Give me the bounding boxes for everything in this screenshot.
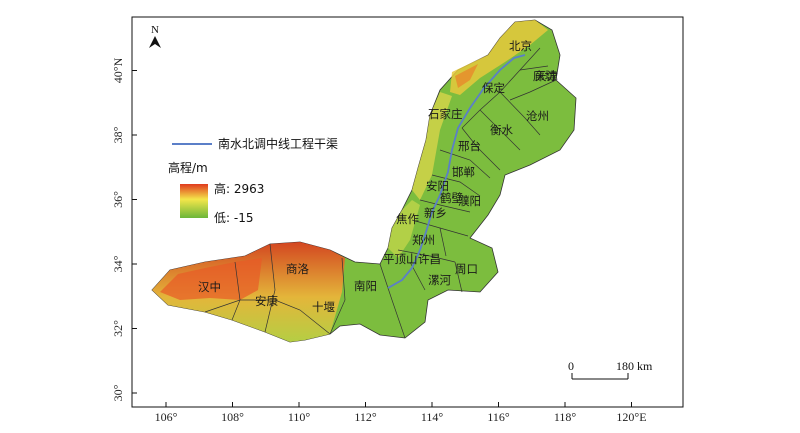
scale-bar: 0 180 km [568, 359, 653, 380]
x-tick-label: 108° [221, 410, 244, 424]
x-tick-label: 116° [487, 410, 510, 424]
y-tick-label: 40°N [111, 57, 125, 83]
city-label: 商洛 [286, 262, 309, 276]
city-label: 安阳 [426, 179, 449, 193]
city-label: 新乡 [424, 206, 447, 220]
scale-start-label: 0 [568, 359, 574, 373]
y-tick-label: 36° [111, 191, 125, 208]
x-axis-ticks: 106° 108° 110° 112° 114° 116° 118° 120°E [155, 402, 647, 424]
city-label: 天津 [535, 69, 558, 83]
city-label: 漯河 [428, 273, 451, 287]
north-arrow-icon [149, 36, 161, 48]
city-label: 许昌 [418, 252, 441, 266]
y-tick-label: 34° [111, 255, 125, 272]
scale-end-label: 180 km [616, 359, 653, 373]
city-label: 周口 [455, 262, 478, 276]
y-tick-label: 30° [111, 384, 125, 401]
north-label: N [151, 24, 159, 36]
city-label: 平顶山 [383, 252, 418, 266]
x-tick-label: 110° [288, 410, 311, 424]
study-region [151, 19, 577, 343]
legend: 南水北调中线工程干渠 高程/m 高: 2963 低: -15 [168, 136, 338, 225]
legend-elevation-ramp [180, 184, 208, 218]
x-tick-label: 118° [554, 410, 577, 424]
y-axis-ticks: 30° 32° 34° 36° 38° 40°N [111, 57, 137, 401]
city-label: 保定 [482, 81, 505, 95]
city-label: 安康 [255, 294, 278, 308]
city-label: 十堰 [312, 300, 335, 314]
city-label: 鹤壁 [440, 191, 463, 205]
y-tick-label: 38° [111, 126, 125, 143]
legend-high-label: 高: 2963 [214, 181, 264, 196]
canal-line [387, 54, 526, 289]
y-tick-label: 32° [111, 320, 125, 337]
city-label: 沧州 [526, 109, 549, 123]
north-arrow: N [149, 24, 161, 48]
city-label: 石家庄 [428, 107, 463, 121]
legend-canal-label: 南水北调中线工程干渠 [218, 136, 338, 151]
city-label: 邯郸 [452, 165, 475, 179]
legend-low-label: 低: -15 [214, 211, 253, 225]
city-label: 北京 [509, 39, 532, 53]
prefecture-borders [204, 47, 557, 339]
city-label: 邢台 [458, 139, 481, 153]
city-label: 衡水 [490, 123, 513, 137]
city-label: 廊坊 [533, 69, 556, 83]
city-label: 濮阳 [458, 194, 481, 208]
x-tick-label: 114° [421, 410, 444, 424]
legend-elevation-title: 高程/m [168, 160, 208, 175]
x-tick-label: 106° [155, 410, 178, 424]
city-label: 汉中 [198, 280, 221, 294]
city-label: 焦作 [396, 212, 419, 226]
x-tick-label: 112° [354, 410, 377, 424]
city-label: 南阳 [354, 279, 377, 293]
city-label: 郑州 [412, 233, 435, 247]
x-tick-label: 120°E [616, 410, 646, 424]
